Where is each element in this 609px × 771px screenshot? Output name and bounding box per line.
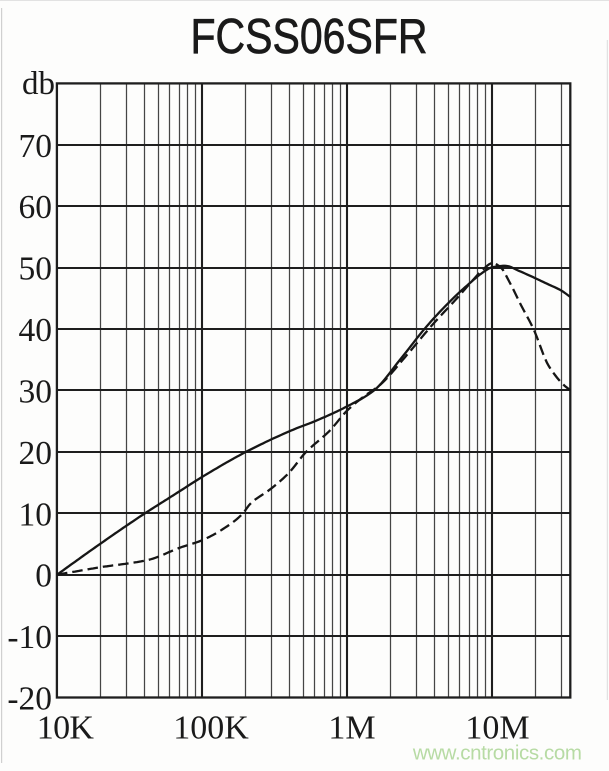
svg-text:60: 60	[19, 189, 53, 226]
svg-text:-10: -10	[7, 619, 52, 656]
svg-text:50: 50	[19, 251, 53, 288]
svg-text:20: 20	[19, 435, 53, 472]
svg-text:40: 40	[19, 312, 53, 349]
svg-text:1M: 1M	[328, 710, 375, 747]
svg-text:0: 0	[35, 558, 52, 595]
svg-text:30: 30	[19, 373, 53, 410]
svg-text:10: 10	[19, 496, 53, 533]
svg-text:70: 70	[19, 128, 53, 165]
svg-text:10M: 10M	[465, 710, 529, 747]
svg-text:FCSS06SFR: FCSS06SFR	[191, 9, 428, 64]
svg-text:db: db	[22, 66, 55, 102]
svg-text:10K: 10K	[37, 710, 95, 747]
svg-text:100K: 100K	[173, 710, 249, 747]
svg-text:www.cntronics.com: www.cntronics.com	[412, 742, 582, 765]
svg-text:-20: -20	[7, 681, 52, 718]
